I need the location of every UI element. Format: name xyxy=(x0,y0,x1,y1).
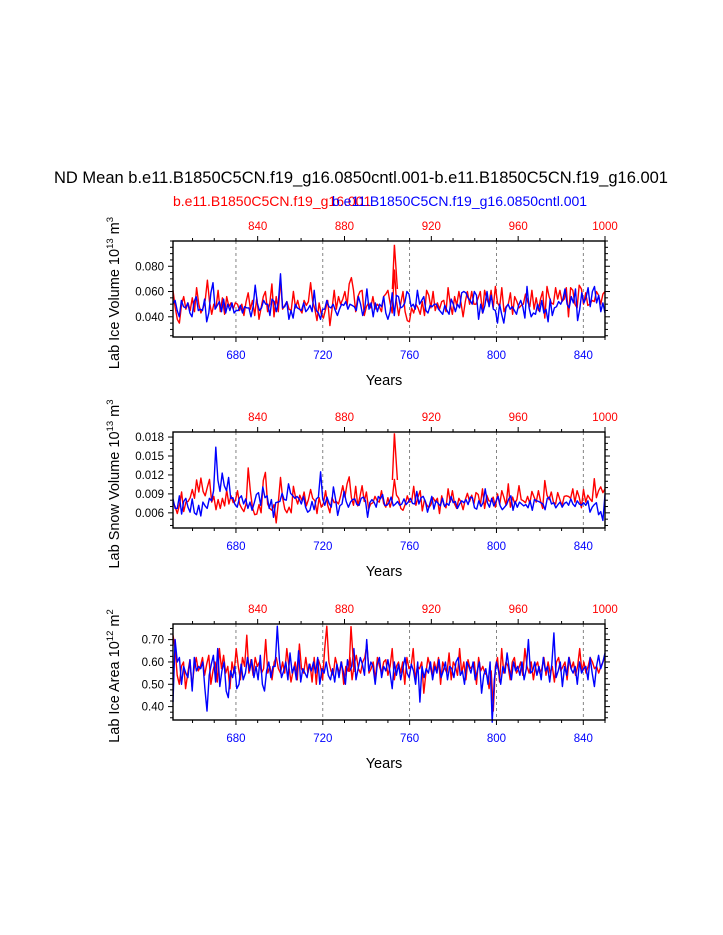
x-tick-label-bottom: 680 xyxy=(226,733,245,745)
legend-blue-label: b.e11.B1850C5CN.f19_g16.0850cntl.001 xyxy=(332,193,587,209)
y-tick-label: 0.080 xyxy=(135,261,164,273)
y-axis-label-part: 3 xyxy=(105,399,116,404)
x-tick-label-bottom: 800 xyxy=(487,541,506,553)
red-spike-mark xyxy=(391,244,399,290)
y-axis-label-part: Lab Ice Volume xyxy=(107,265,123,369)
y-axis-label: Lab Ice Area 1012 m2 xyxy=(105,609,123,743)
red-spike-mark xyxy=(391,433,399,481)
x-tick-label-top: 880 xyxy=(335,412,354,424)
y-tick-label: 0.040 xyxy=(135,312,164,324)
x-tick-label-top: 960 xyxy=(509,604,528,616)
x-tick-label-top: 920 xyxy=(422,604,441,616)
x-tick-label-bottom: 680 xyxy=(226,350,245,362)
x-tick-label-bottom: 680 xyxy=(226,541,245,553)
x-tick-label-top: 880 xyxy=(335,221,354,233)
x-tick-label-top: 840 xyxy=(248,412,267,424)
red-spike-mark xyxy=(348,626,355,673)
panel-ice-volume: 0.040 0.060 0.080 680 720 760 800 840 840 880 920 9… xyxy=(105,217,618,389)
y-tick-label: 0.006 xyxy=(135,508,164,520)
y-axis-label-part: Lab Ice Area xyxy=(107,657,123,742)
panel-ice-area: 0.40 0.50 0.60 0.70 680 720 760 800 840 840 880 920… xyxy=(105,604,618,772)
x-tick-label-bottom: 760 xyxy=(400,541,419,553)
x-tick-label-bottom: 840 xyxy=(574,733,593,745)
x-axis-label: Years xyxy=(366,756,403,772)
y-axis-label: Lab Snow Volume 1013 m3 xyxy=(105,399,123,568)
y-tick-label: 0.50 xyxy=(142,679,164,691)
y-tick-label: 0.060 xyxy=(135,287,164,299)
series-line-blue xyxy=(172,625,606,723)
x-axis-label: Years xyxy=(366,373,403,389)
y-axis-label-part: 10 xyxy=(107,641,123,657)
x-tick-label-top: 920 xyxy=(422,221,441,233)
x-tick-label-top: 840 xyxy=(248,604,267,616)
y-axis-label-part: m xyxy=(107,615,123,631)
x-tick-label-bottom: 720 xyxy=(313,541,332,553)
y-axis-label-part: 13 xyxy=(105,238,116,249)
x-tick-label-bottom: 800 xyxy=(487,350,506,362)
y-axis-label-part: 12 xyxy=(105,631,116,642)
plot-frame xyxy=(172,623,606,721)
legend-red-label: b.e11.B1850C5CN.f19_g16.001 xyxy=(173,193,371,209)
x-tick-label-top: 960 xyxy=(509,412,528,424)
x-tick-label-top: 1000 xyxy=(592,604,618,616)
x-tick-label-top: 880 xyxy=(335,604,354,616)
y-axis-label-part: m xyxy=(107,222,123,238)
x-tick-label-bottom: 760 xyxy=(400,733,419,745)
x-tick-label-bottom: 800 xyxy=(487,733,506,745)
x-tick-label-top: 920 xyxy=(422,412,441,424)
series-line-blue xyxy=(172,446,606,522)
y-axis-label-part: m xyxy=(107,405,123,421)
plot-frame xyxy=(172,431,606,529)
x-tick-label-bottom: 760 xyxy=(400,350,419,362)
series-line-blue xyxy=(172,273,606,324)
y-tick-label: 0.018 xyxy=(135,432,164,444)
y-axis-label-part: 10 xyxy=(107,249,123,265)
y-tick-label: 0.009 xyxy=(135,489,164,501)
y-axis-label-part: 3 xyxy=(105,217,116,222)
y-tick-label: 0.70 xyxy=(142,635,164,647)
panel-snow-volume: 0.006 0.009 0.012 0.015 0.018 680 720 760 800 840… xyxy=(105,399,618,580)
y-tick-label: 0.60 xyxy=(142,657,164,669)
y-axis-label-part: Lab Snow Volume xyxy=(107,448,123,569)
x-tick-label-bottom: 720 xyxy=(313,350,332,362)
x-tick-label-top: 840 xyxy=(248,221,267,233)
x-tick-label-bottom: 840 xyxy=(574,541,593,553)
y-axis-label-part: 2 xyxy=(105,609,116,614)
x-tick-label-bottom: 840 xyxy=(574,350,593,362)
series-line-red xyxy=(172,269,606,327)
x-tick-label-top: 1000 xyxy=(592,412,618,424)
x-axis-label: Years xyxy=(366,564,403,580)
x-tick-label-bottom: 720 xyxy=(313,733,332,745)
series-line-red xyxy=(172,467,606,524)
series-line-red xyxy=(172,625,606,712)
figure-title: ND Mean b.e11.B1850C5CN.f19_g16.0850cntl… xyxy=(54,169,668,187)
x-tick-label-top: 960 xyxy=(509,221,528,233)
y-axis-label-part: 13 xyxy=(105,421,116,432)
x-tick-label-top: 1000 xyxy=(592,221,618,233)
y-axis-label-part: 10 xyxy=(107,431,123,447)
y-tick-label: 0.40 xyxy=(142,702,164,714)
y-tick-label: 0.015 xyxy=(135,451,164,463)
y-tick-label: 0.012 xyxy=(135,470,164,482)
y-axis-label: Lab Ice Volume 1013 m3 xyxy=(105,217,123,369)
plot-frame xyxy=(172,240,606,338)
